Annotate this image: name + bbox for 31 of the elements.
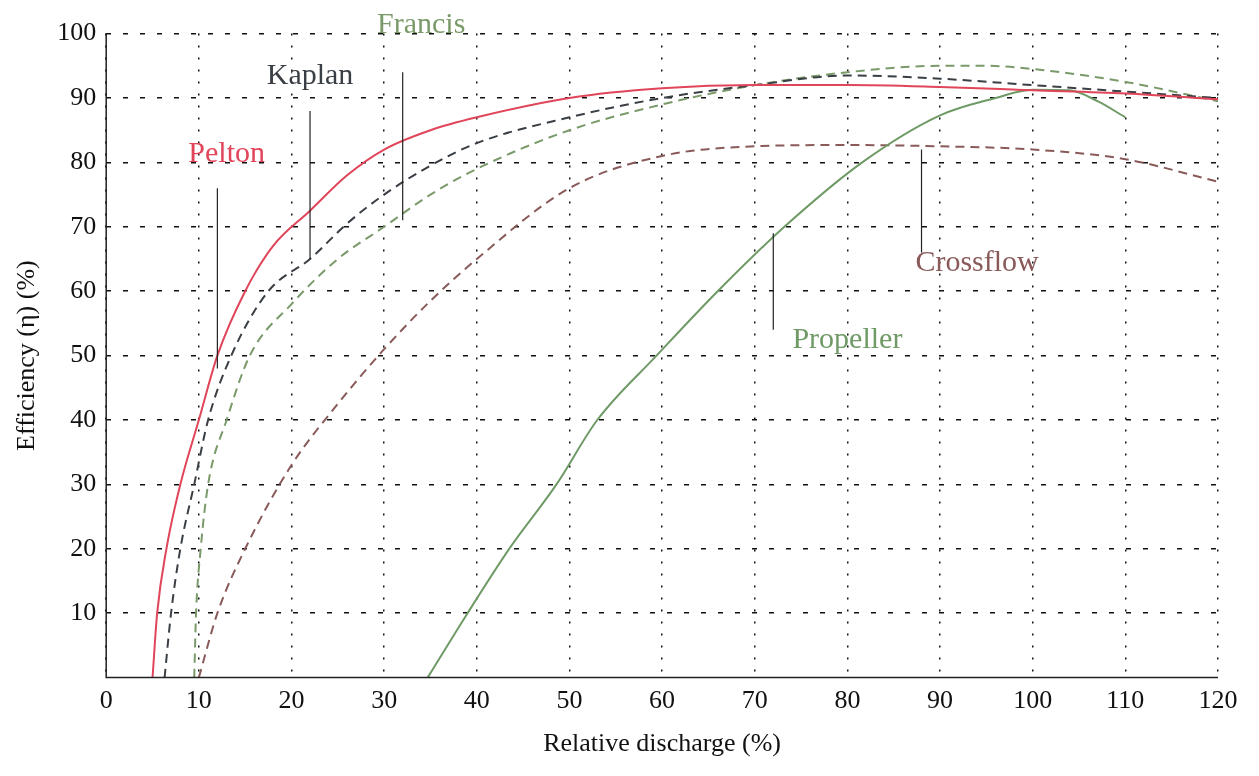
y-tick-label: 40 (70, 403, 97, 433)
y-axis-title: Efficiency (η) (%) (11, 260, 41, 451)
y-tick-label: 70 (70, 210, 97, 240)
x-tick-label: 60 (649, 685, 676, 715)
x-tick-label: 120 (1198, 685, 1238, 715)
x-tick-label: 30 (371, 685, 398, 715)
text: Francis (377, 5, 466, 39)
y-tick-label: 20 (70, 532, 97, 562)
y-tick-label: 60 (70, 275, 97, 305)
x-tick-label: 80 (834, 685, 861, 715)
x-tick-label: 90 (927, 685, 954, 715)
x-axis-title: Relative discharge (%) (543, 728, 781, 758)
x-tick-label: 50 (556, 685, 583, 715)
x-tick-label: 70 (741, 685, 768, 715)
y-tick-label: 10 (70, 597, 97, 627)
y-tick-label: 100 (57, 17, 97, 47)
x-tick-label: 0 (99, 685, 113, 715)
line-series (426, 88, 1127, 678)
y-tick-label: 80 (70, 146, 97, 176)
text: Crossflow (915, 244, 1040, 278)
text: Pelton (188, 134, 265, 168)
x-tick-label: 40 (463, 685, 490, 715)
y-tick-label: 50 (70, 339, 97, 369)
x-tick-label: 20 (278, 685, 305, 715)
text: Propeller (792, 321, 903, 355)
x-tick-label: 100 (1013, 685, 1053, 715)
y-tick-label: 30 (70, 468, 97, 498)
y-tick-label: 90 (70, 81, 97, 111)
x-tick-label: 10 (185, 685, 212, 715)
text: Kaplan (266, 57, 354, 91)
x-tick-label: 110 (1106, 685, 1145, 715)
